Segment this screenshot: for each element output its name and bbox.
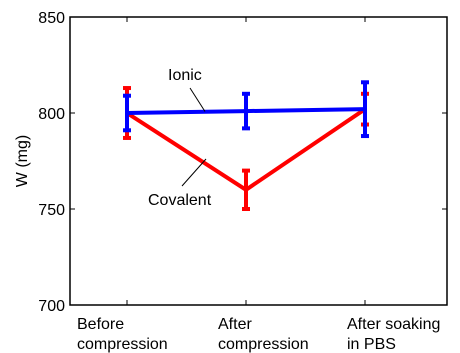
y-tick-label: 850 [38, 10, 65, 27]
annotation-label: Covalent [148, 192, 212, 209]
series-ionic [123, 80, 369, 139]
x-tick-label: After [218, 316, 252, 333]
x-axis: Before compression After compression After s… [77, 17, 440, 353]
series-layer [123, 80, 369, 211]
annotation-ionic: Ionic [168, 67, 206, 112]
data-point [125, 111, 129, 115]
y-tick-label: 750 [38, 202, 65, 219]
data-point [363, 107, 367, 111]
x-tick-label: in PBS [347, 336, 396, 353]
y-tick-label: 800 [38, 106, 65, 123]
y-tick-label: 700 [38, 298, 65, 315]
x-tick-label: Before [77, 316, 124, 333]
x-tick-label: compression [218, 336, 309, 353]
data-point [244, 109, 248, 113]
annotation-covalent: Covalent [148, 158, 212, 209]
annotation-label: Ionic [168, 67, 202, 84]
plot-frame [69, 16, 448, 306]
y-axis-title: W (mg) [14, 135, 31, 187]
y-axis: 700 750 800 850 [38, 10, 447, 315]
data-point [244, 188, 248, 192]
annotation-leader [189, 87, 206, 112]
x-tick-label: compression [77, 336, 168, 353]
x-tick-label: After soaking [347, 316, 440, 333]
annotation-layer: Ionic Covalent [148, 67, 212, 209]
annotation-leader [181, 158, 207, 187]
